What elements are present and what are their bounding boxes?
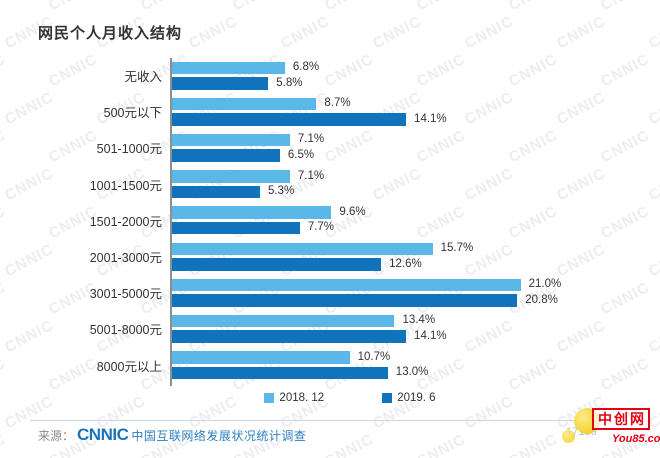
site-badge: 17136 中创网 You85.com bbox=[560, 402, 660, 454]
bar-2018-12-2 bbox=[172, 97, 317, 111]
bar-2019-6-4 bbox=[172, 185, 260, 199]
legend-item-2019-6: 2019. 6 bbox=[382, 392, 436, 404]
legend-item-2018-12: 2018. 12 bbox=[264, 392, 324, 404]
bar-2019-6-5 bbox=[172, 221, 300, 235]
bar-value-label: 10.7% bbox=[357, 350, 391, 363]
legend-swatch-2019-6 bbox=[382, 393, 393, 403]
footer-divider bbox=[30, 420, 632, 421]
watermark-text: CNNIC bbox=[322, 0, 376, 14]
legend-swatch-2018-12 bbox=[264, 393, 275, 403]
bar-value-label: 5.3% bbox=[267, 185, 295, 198]
category-label: 501-1000元 bbox=[96, 142, 162, 157]
bar-value-label: 20.8% bbox=[525, 293, 558, 306]
bar-value-label: 6.8% bbox=[292, 61, 320, 73]
bar-group-7: 3001-5000元 21.0% 20.8% bbox=[0, 275, 660, 311]
badge-site-name: 中创网 bbox=[592, 408, 650, 430]
bar-value-label: 7.1% bbox=[297, 169, 325, 182]
source-text: 中国互联网络发展状况统计调查 bbox=[131, 428, 307, 443]
bar-value-label: 7.1% bbox=[297, 133, 325, 146]
source-prefix-label: 来源： bbox=[38, 428, 75, 443]
category-label: 5001-8000元 bbox=[89, 323, 162, 338]
bar-2019-6-8 bbox=[172, 330, 407, 343]
legend-label-2019-6: 2019. 6 bbox=[397, 392, 436, 404]
bar-group-1: 无收入 6.8% 5.8% bbox=[0, 58, 660, 94]
bar-2018-12-6 bbox=[172, 242, 433, 255]
bar-group-5: 1501-2000元 9.6% 7.7% bbox=[0, 203, 660, 239]
watermark-text: CNNIC bbox=[414, 0, 468, 14]
watermark-text: CNNIC bbox=[0, 430, 9, 458]
watermark-text: CNNIC bbox=[138, 0, 192, 14]
category-label: 3001-5000元 bbox=[89, 287, 162, 302]
watermark-text: CNNIC bbox=[598, 0, 652, 14]
bar-2018-12-3 bbox=[172, 133, 290, 147]
category-label: 1001-1500元 bbox=[89, 178, 162, 193]
badge-site-domain: You85.com bbox=[612, 433, 660, 445]
income-bar-chart: 无收入 6.8% 5.8% 500元以下 8.7% 14.1% 501-1000元 7.1% 6… bbox=[0, 58, 660, 388]
bar-value-label: 12.6% bbox=[389, 257, 422, 270]
bar-2019-6-6 bbox=[172, 258, 382, 271]
bar-2018-12-4 bbox=[172, 170, 290, 183]
bar-value-label: 9.6% bbox=[339, 205, 366, 218]
bar-group-6: 2001-3000元 15.7% 12.6% bbox=[0, 239, 660, 275]
bar-2019-6-2 bbox=[172, 113, 407, 126]
bar-value-label: 21.0% bbox=[528, 278, 562, 291]
watermark-text: CNNIC bbox=[554, 12, 609, 53]
bar-2019-6-3 bbox=[172, 149, 280, 162]
cnnic-logo: CNNIC bbox=[77, 425, 129, 444]
bar-2019-6-7 bbox=[172, 294, 518, 307]
bar-value-label: 5.8% bbox=[276, 76, 303, 89]
watermark-text: CNNIC bbox=[506, 0, 560, 14]
legend-label-2018-12: 2018. 12 bbox=[279, 392, 325, 404]
bar-2018-12-1 bbox=[172, 61, 285, 74]
category-label: 8000元以上 bbox=[96, 359, 162, 374]
bar-group-3: 501-1000元 7.1% 6.5% bbox=[0, 130, 660, 166]
bar-2019-6-1 bbox=[172, 77, 269, 90]
bar-group-4: 1001-1500元 7.1% 5.3% bbox=[0, 167, 660, 203]
bar-value-label: 6.5% bbox=[287, 148, 315, 161]
watermark-text: CNNIC bbox=[230, 0, 284, 14]
bar-2019-6-9 bbox=[172, 366, 388, 380]
bar-group-9: 8000元以上 10.7% 13.0% bbox=[0, 348, 660, 384]
category-label: 500元以下 bbox=[103, 106, 162, 121]
bar-value-label: 13.4% bbox=[402, 314, 436, 327]
source-row: 来源： CNNIC 中国互联网络发展状况统计调查 bbox=[38, 425, 306, 445]
bar-2018-12-8 bbox=[172, 314, 395, 328]
badge-yellow-dot-icon bbox=[562, 430, 575, 443]
bar-2018-12-7 bbox=[172, 278, 521, 292]
bar-value-label: 13.0% bbox=[395, 366, 429, 379]
watermark-text: CNNIC bbox=[414, 430, 469, 458]
watermark-text: CNNIC bbox=[462, 12, 517, 53]
bar-value-label: 14.1% bbox=[414, 329, 447, 342]
bar-group-2: 500元以下 8.7% 14.1% bbox=[0, 94, 660, 130]
bar-2018-12-5 bbox=[172, 206, 332, 219]
category-label: 1501-2000元 bbox=[89, 214, 162, 229]
bar-value-label: 7.7% bbox=[307, 221, 335, 234]
watermark-text: CNNIC bbox=[506, 430, 561, 458]
chart-legend: 2018. 12 2019. 6 bbox=[170, 392, 530, 404]
watermark-text: CNNIC bbox=[186, 12, 241, 53]
bar-value-label: 15.7% bbox=[440, 242, 474, 254]
watermark-text: CNNIC bbox=[646, 12, 660, 53]
y-axis-line bbox=[170, 58, 172, 386]
watermark-text: CNNIC bbox=[278, 12, 333, 53]
watermark-text: CNNIC bbox=[370, 12, 425, 53]
bar-value-label: 14.1% bbox=[414, 112, 447, 125]
bar-2018-12-9 bbox=[172, 351, 350, 364]
watermark-text: CNNIC bbox=[322, 430, 377, 458]
bar-value-label: 8.7% bbox=[324, 97, 351, 110]
chart-title: 网民个人月收入结构 bbox=[38, 25, 183, 42]
category-label: 无收入 bbox=[124, 70, 162, 84]
category-label: 2001-3000元 bbox=[89, 251, 162, 265]
watermark-text: CNNIC bbox=[46, 0, 100, 14]
bar-group-8: 5001-8000元 13.4% 14.1% bbox=[0, 311, 660, 347]
watermark-text: CNNIC bbox=[0, 0, 8, 14]
